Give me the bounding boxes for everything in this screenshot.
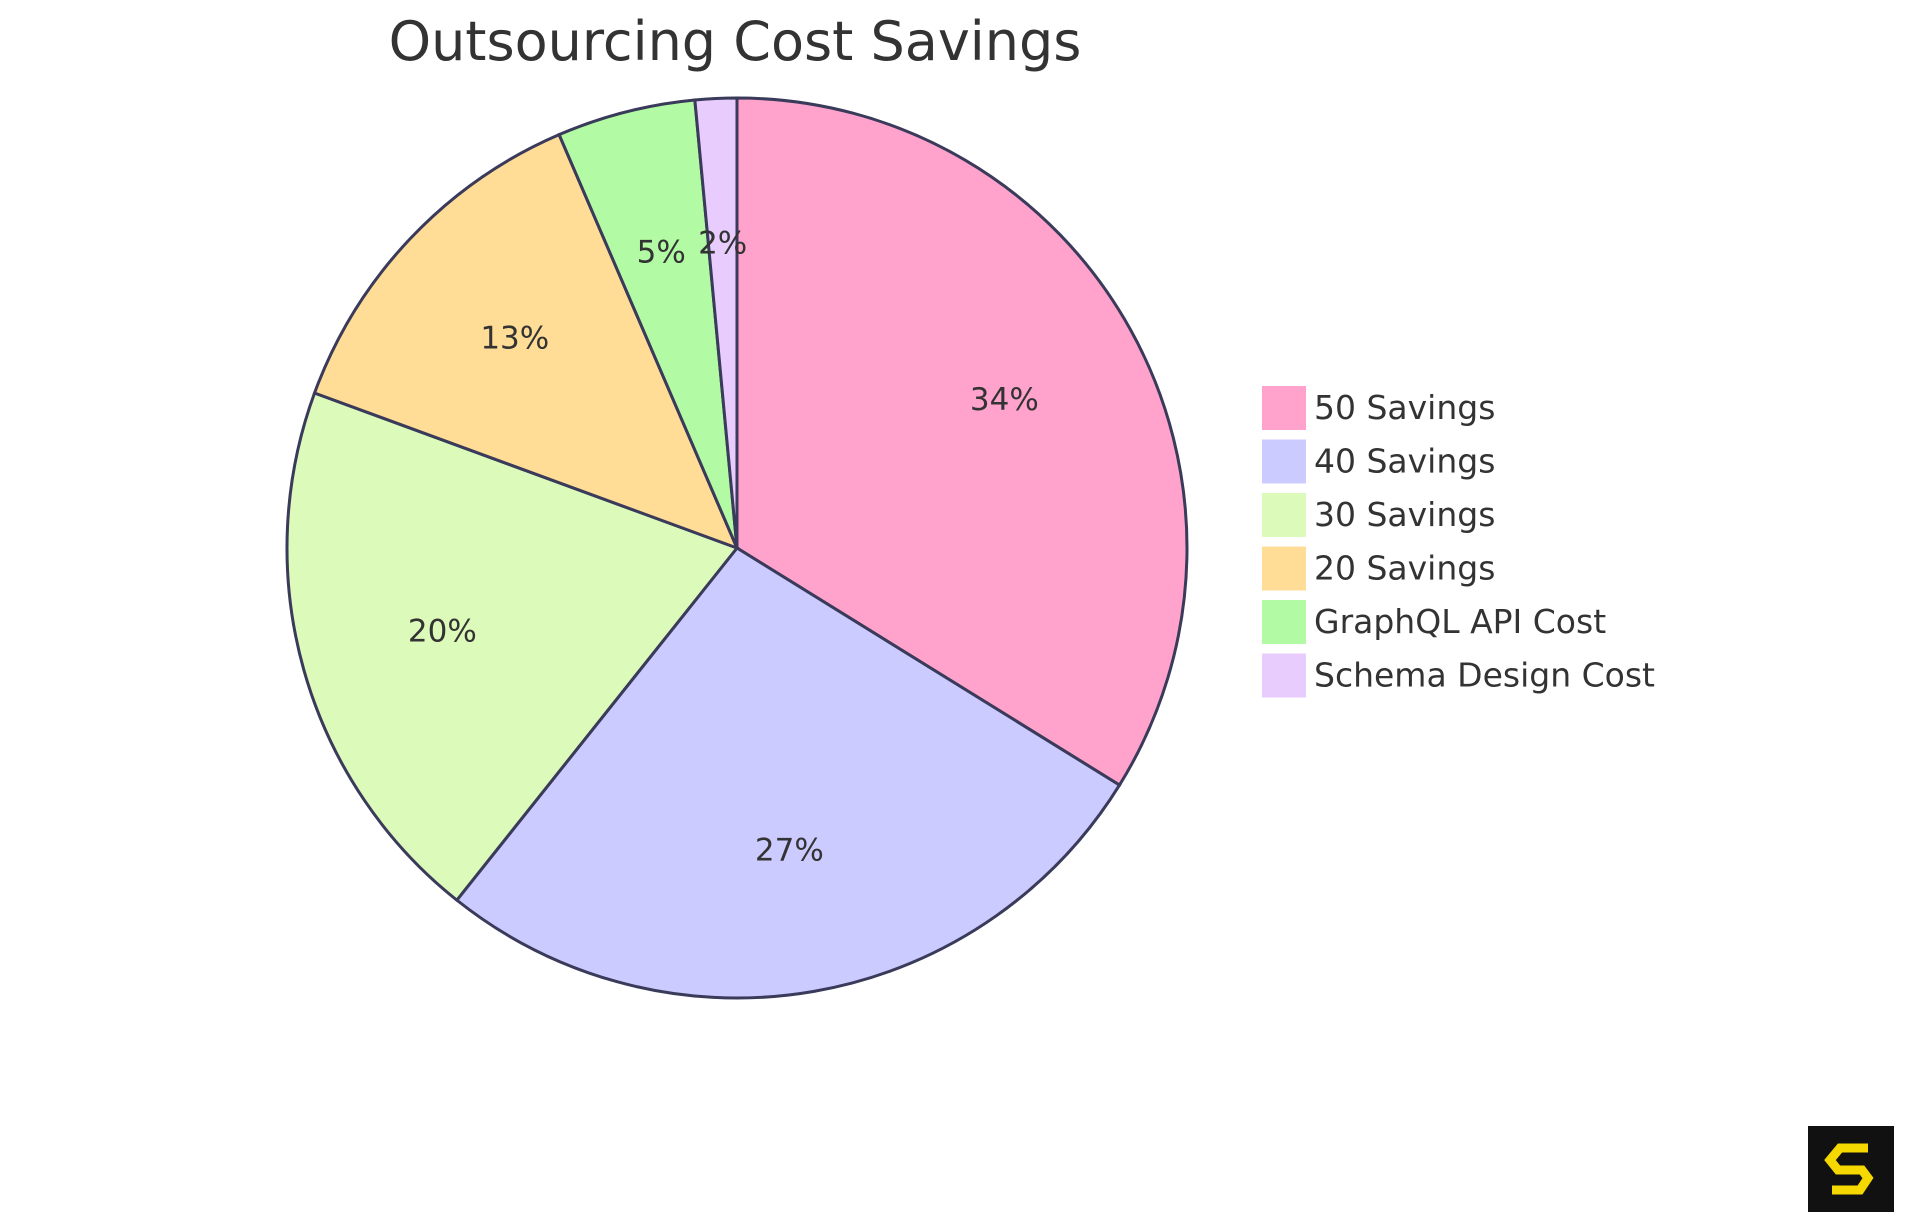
legend-label-0: 50 Savings [1314,388,1495,427]
pie-slice-3 [312,132,740,551]
legend-label-1: 40 Savings [1314,442,1495,481]
legend-swatch-5 [1262,653,1306,698]
pie-labels: 34% 27% 20% 13% 5% 2% [408,225,1039,868]
slice-label-4: 5% [637,235,686,271]
legend-swatch-1 [1262,439,1306,484]
legend-swatch-3 [1262,546,1306,591]
pie-slice-1 [454,546,1122,1000]
slice-label-1: 27% [755,832,824,868]
legend-swatch-0 [1262,386,1306,430]
legend-swatch-4 [1262,600,1306,644]
slice-label-3: 13% [480,321,549,357]
logo-icon [1824,1143,1874,1195]
chart-title: Outsourcing Cost Savings [389,10,1082,73]
pie-slices [285,96,1189,1000]
pie-slice-0 [735,96,1189,788]
legend: 50 Savings 40 Savings 30 Savings 20 Savings… [1262,386,1655,698]
legend-label-4: GraphQL API Cost [1314,602,1606,641]
legend-label-2: 30 Savings [1314,495,1495,534]
pie-slice-2 [285,391,740,903]
legend-label-3: 20 Savings [1314,549,1495,588]
legend-label-5: Schema Design Cost [1314,656,1655,695]
legend-swatch-2 [1262,493,1306,537]
slice-label-2: 20% [408,614,477,650]
pie-slice-5 [693,96,739,549]
brand-logo [1808,1126,1894,1212]
slice-label-0: 34% [970,382,1039,418]
slice-label-5: 2% [698,225,747,261]
